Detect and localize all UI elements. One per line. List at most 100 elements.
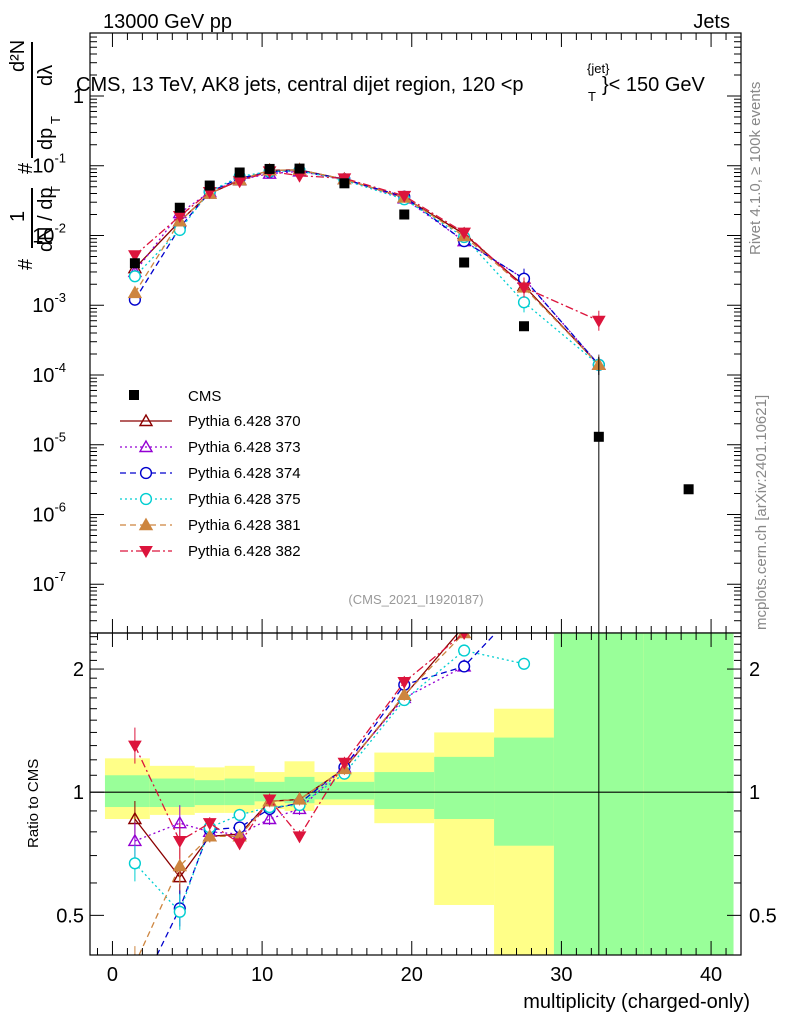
- ratio-point: [397, 687, 412, 701]
- series-point: [128, 250, 142, 263]
- ratio-point: [458, 620, 470, 631]
- tick-base: 10: [32, 156, 54, 178]
- main-y-tick-label: 10-4: [32, 360, 66, 387]
- ratio-series-line: [134, 665, 465, 842]
- x-tick-label: 10: [251, 964, 273, 986]
- series-line: [134, 170, 600, 366]
- x-axis-label: multiplicity (charged-only): [523, 991, 750, 1013]
- main-y-tick-label: 10-2: [32, 220, 66, 247]
- main-y-axis-label: # 1 dN / dp T # d²N dp T dλ: [7, 40, 63, 270]
- series-line: [134, 170, 600, 366]
- ratio-point: [172, 835, 187, 848]
- ratio-point: [172, 858, 187, 872]
- ratio-point: [127, 833, 143, 847]
- legend-marker: [138, 517, 154, 531]
- svg-text:#: #: [15, 258, 37, 270]
- legend-label: Pythia 6.428 381: [188, 517, 301, 534]
- uncertainty-band-inner: [314, 781, 375, 800]
- series-point: [517, 282, 531, 295]
- series-point: [591, 315, 606, 328]
- legend-marker-data: [129, 390, 139, 400]
- svg-text:dN / dp: dN / dp: [35, 188, 57, 252]
- plot-title: CMS, 13 TeV, AK8 jets, central dijet reg…: [76, 61, 706, 104]
- ratio-point: [129, 958, 141, 969]
- data-point: [174, 202, 185, 213]
- rivet-label: Rivet 4.1.0, ≥ 100k events: [747, 82, 764, 255]
- ratio-plot-area: [90, 620, 741, 969]
- ratio-point: [232, 838, 247, 851]
- legend-marker: [139, 492, 153, 506]
- legend-marker: [138, 439, 154, 453]
- series-point: [397, 190, 412, 203]
- tick-exp: -5: [54, 430, 66, 445]
- data-point: [234, 167, 245, 178]
- ratio-point: [292, 831, 307, 844]
- svg-text:dλ: dλ: [35, 65, 57, 86]
- uncertainty-band-inner: [374, 772, 435, 809]
- tick-exp: -4: [54, 360, 66, 375]
- tick-base: 10: [32, 295, 54, 317]
- legend-label: Pythia 6.428 382: [188, 543, 301, 560]
- tick-exp: -2: [54, 220, 66, 235]
- svg-text:dp: dp: [35, 128, 57, 150]
- legend-label: Pythia 6.428 373: [188, 439, 301, 456]
- main-y-tick-label: 10-1: [32, 151, 66, 178]
- legend-marker: [139, 466, 153, 480]
- svg-text:d²N: d²N: [7, 40, 29, 72]
- ratio-point: [517, 657, 531, 670]
- uncertainty-band-inner: [643, 633, 734, 955]
- series-point: [517, 296, 531, 309]
- main-plot-area: [127, 162, 694, 633]
- svg-text:1: 1: [7, 211, 29, 222]
- x-tick-label: 20: [401, 964, 423, 986]
- ratio-y-tick-label-right: 0.5: [749, 905, 777, 927]
- tick-base: 10: [32, 435, 54, 457]
- x-tick-label: 30: [550, 964, 572, 986]
- ratio-point: [202, 828, 217, 842]
- series-line: [134, 170, 600, 322]
- ratio-y-tick-label-right: 1: [749, 782, 760, 804]
- series-line: [134, 170, 600, 366]
- ratio-y-axis-label: Ratio to CMS: [25, 759, 42, 848]
- svg-text:{jet}: {jet}: [587, 61, 610, 76]
- uncertainty-band-inner: [104, 775, 150, 808]
- ratio-point: [458, 660, 471, 673]
- main-panel: 10-710-610-510-410-310-210-11: [32, 32, 742, 634]
- svg-text:T: T: [588, 89, 596, 104]
- legend-label: Pythia 6.428 375: [188, 491, 301, 508]
- series-point: [457, 227, 471, 240]
- main-y-tick-label: 10-6: [32, 499, 66, 526]
- ratio-point: [202, 818, 217, 831]
- series-line: [134, 169, 600, 366]
- data-point: [294, 163, 305, 174]
- legend-marker: [139, 546, 153, 559]
- ratio-frame: [89, 632, 742, 956]
- ratio-y-tick-label-right: 2: [749, 659, 760, 681]
- svg-text:T: T: [48, 186, 63, 194]
- data-point: [399, 209, 410, 220]
- tick-base: 10: [32, 365, 54, 387]
- ratio-point: [460, 633, 469, 641]
- main-y-tick-label: 10-3: [32, 290, 66, 317]
- tick-base: 10: [32, 225, 54, 247]
- x-tick-label: 40: [700, 964, 722, 986]
- ratio-point: [128, 740, 142, 753]
- data-point: [264, 163, 275, 174]
- tick-exp: -3: [54, 290, 66, 305]
- tick-exp: -6: [54, 499, 66, 514]
- data-point: [339, 178, 350, 189]
- legend: CMS Pythia 6.428 370 Pythia 6.428 373 Pythi…: [120, 388, 301, 560]
- ratio-series-line: [138, 633, 465, 955]
- data-point: [683, 484, 694, 495]
- ratio-point: [337, 757, 352, 770]
- ratio-y-tick-label: 1: [73, 782, 84, 804]
- header-left: 13000 GeV pp: [103, 11, 232, 33]
- data-point: [204, 180, 215, 191]
- svg-text:T: T: [48, 116, 63, 124]
- main-y-tick-label: 1: [73, 86, 84, 108]
- ratio-point: [262, 811, 277, 825]
- svg-text:#: #: [15, 162, 37, 174]
- header-right: Jets: [693, 11, 730, 33]
- legend-marker: [138, 413, 154, 427]
